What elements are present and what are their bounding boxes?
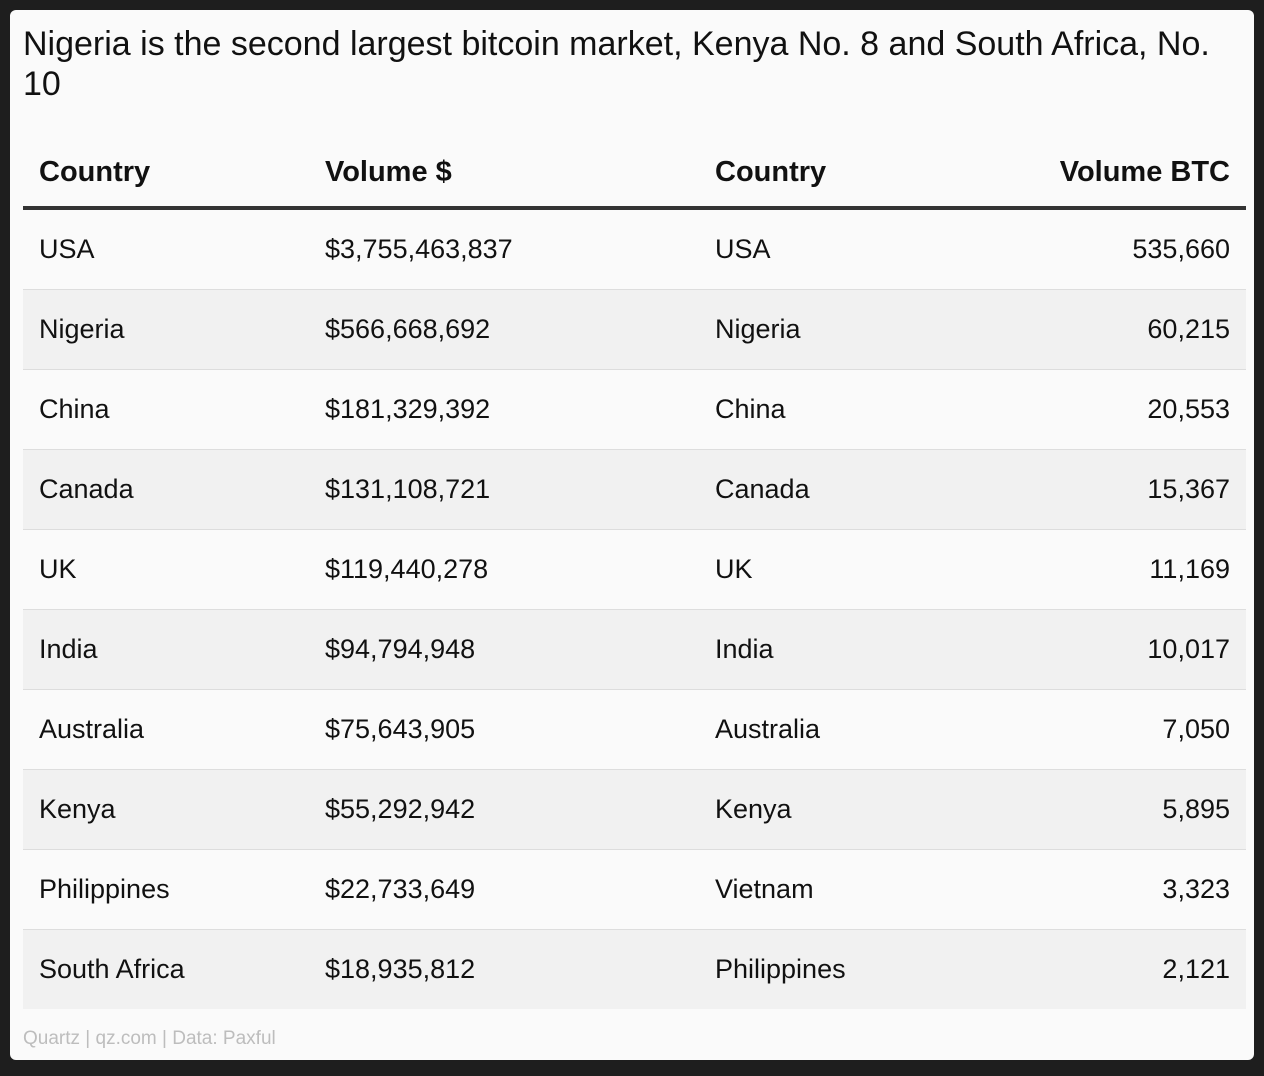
cell-country-usd: USA [23, 208, 309, 290]
cell-volume-btc: 60,215 [999, 289, 1246, 370]
cell-country-usd: Kenya [23, 769, 309, 850]
table-row: South Africa $18,935,812 Philippines 2,121 [23, 929, 1246, 1009]
cell-volume-usd: $18,935,812 [309, 929, 699, 1009]
cell-volume-btc: 15,367 [999, 449, 1246, 530]
cell-country-btc: Canada [699, 449, 999, 530]
cell-country-btc: Australia [699, 689, 999, 770]
table-row: Kenya $55,292,942 Kenya 5,895 [23, 769, 1246, 850]
data-table: Country Volume $ Country Volume BTC USA $… [23, 138, 1246, 1009]
cell-country-usd: Canada [23, 449, 309, 530]
cell-country-btc: UK [699, 529, 999, 610]
cell-volume-btc: 5,895 [999, 769, 1246, 850]
header-row: Country Volume $ Country Volume BTC [23, 138, 1246, 210]
header-volume-btc: Volume BTC [999, 138, 1246, 210]
table-row: Philippines $22,733,649 Vietnam 3,323 [23, 849, 1246, 930]
cell-volume-usd: $22,733,649 [309, 849, 699, 930]
cell-volume-usd: $3,755,463,837 [309, 208, 699, 290]
cell-country-usd: Nigeria [23, 289, 309, 370]
source-note: Quartz | qz.com | Data: Paxful [23, 1028, 276, 1049]
cell-volume-btc: 11,169 [999, 529, 1246, 610]
header-country-usd: Country [23, 138, 309, 210]
cell-country-usd: China [23, 369, 309, 450]
table-row: UK $119,440,278 UK 11,169 [23, 529, 1246, 610]
chart-card: Nigeria is the second largest bitcoin ma… [10, 10, 1254, 1060]
cell-country-btc: USA [699, 208, 999, 290]
table-row: Nigeria $566,668,692 Nigeria 60,215 [23, 289, 1246, 370]
table-body: USA $3,755,463,837 USA 535,660 Nigeria $566,6… [23, 208, 1246, 1009]
cell-country-usd: South Africa [23, 929, 309, 1009]
cell-volume-btc: 535,660 [999, 208, 1246, 290]
table-row: Canada $131,108,721 Canada 15,367 [23, 449, 1246, 530]
cell-country-btc: India [699, 609, 999, 690]
cell-volume-btc: 7,050 [999, 689, 1246, 770]
cell-country-btc: China [699, 369, 999, 450]
table-row: China $181,329,392 China 20,553 [23, 369, 1246, 450]
cell-country-usd: UK [23, 529, 309, 610]
chart-title: Nigeria is the second largest bitcoin ma… [23, 25, 1210, 103]
header-volume-usd: Volume $ [309, 138, 699, 210]
cell-country-usd: India [23, 609, 309, 690]
cell-volume-usd: $55,292,942 [309, 769, 699, 850]
header-country-btc: Country [699, 138, 999, 210]
cell-volume-btc: 10,017 [999, 609, 1246, 690]
cell-volume-usd: $131,108,721 [309, 449, 699, 530]
cell-volume-btc: 20,553 [999, 369, 1246, 450]
cell-country-btc: Kenya [699, 769, 999, 850]
cell-country-btc: Philippines [699, 929, 999, 1009]
cell-volume-usd: $94,794,948 [309, 609, 699, 690]
cell-volume-usd: $181,329,392 [309, 369, 699, 450]
cell-volume-btc: 2,121 [999, 929, 1246, 1009]
table-row: Australia $75,643,905 Australia 7,050 [23, 689, 1246, 770]
table-row: India $94,794,948 India 10,017 [23, 609, 1246, 690]
cell-volume-btc: 3,323 [999, 849, 1246, 930]
cell-volume-usd: $75,643,905 [309, 689, 699, 770]
cell-country-usd: Philippines [23, 849, 309, 930]
cell-country-btc: Nigeria [699, 289, 999, 370]
cell-volume-usd: $119,440,278 [309, 529, 699, 610]
cell-volume-usd: $566,668,692 [309, 289, 699, 370]
table-row: USA $3,755,463,837 USA 535,660 [23, 208, 1246, 290]
cell-country-btc: Vietnam [699, 849, 999, 930]
cell-country-usd: Australia [23, 689, 309, 770]
